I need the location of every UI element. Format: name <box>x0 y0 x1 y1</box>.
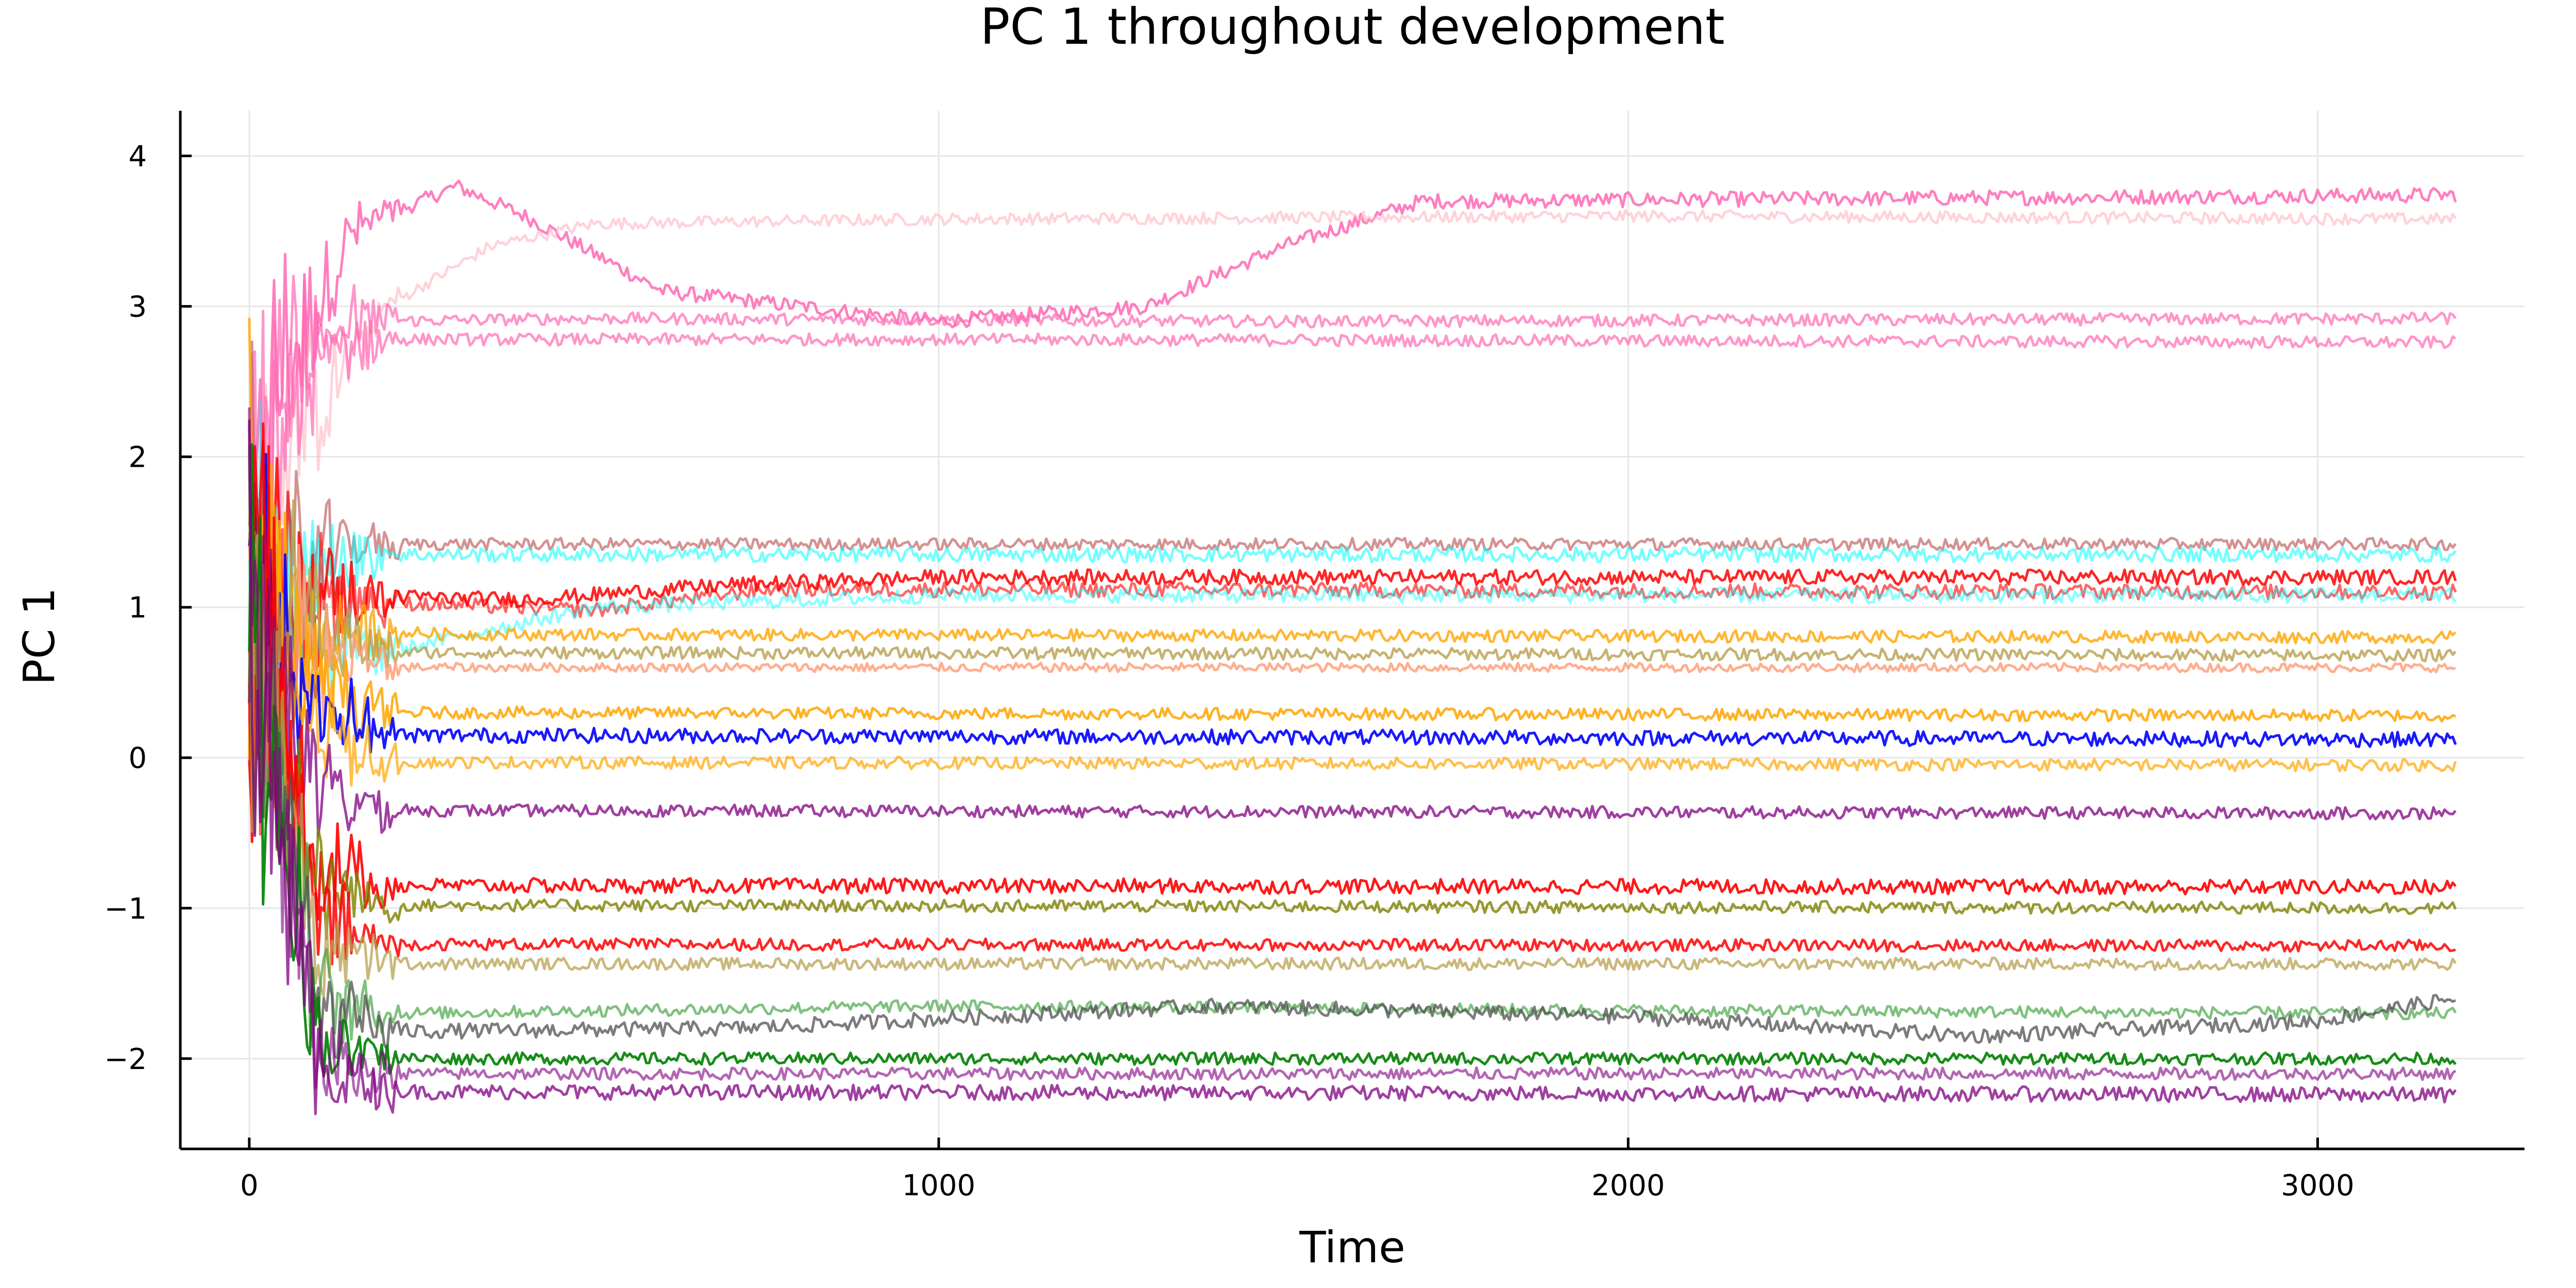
series-line <box>248 509 2457 752</box>
chart-title: PC 1 throughout development <box>980 0 1724 56</box>
series-line <box>248 422 2457 727</box>
x-tick-label: 3000 <box>2281 1169 2354 1202</box>
series-line <box>248 532 2456 769</box>
y-axis-label: PC 1 <box>14 587 64 685</box>
series-line <box>248 468 2457 809</box>
series-line <box>248 491 2457 836</box>
x-tick-label: 2000 <box>1591 1169 1665 1202</box>
grid <box>180 111 2524 1149</box>
series-line <box>248 445 2457 921</box>
series-line <box>248 453 2457 775</box>
series-line <box>248 419 2457 1115</box>
series-line <box>248 443 2457 1078</box>
y-tick-label: −1 <box>104 892 147 926</box>
y-tick-label: 2 <box>128 441 147 474</box>
series-line <box>248 445 2457 1048</box>
plot-area <box>248 179 2457 1115</box>
series-line <box>248 528 2457 940</box>
series-line <box>248 425 2457 998</box>
x-tick-label: 0 <box>240 1169 259 1202</box>
series-line <box>248 317 2456 819</box>
series-line <box>248 340 2457 761</box>
y-tick-label: −2 <box>104 1043 147 1076</box>
series-line <box>248 462 2457 787</box>
series-group <box>248 179 2457 1115</box>
axes: 0 1000 2000 3000 −2 −1 0 1 2 3 4 <box>104 111 2524 1202</box>
series-line <box>248 275 2457 755</box>
y-tick-label: 1 <box>128 591 147 625</box>
series-line <box>248 209 2457 702</box>
series-line <box>248 179 2457 705</box>
y-tick-label: 4 <box>128 140 147 174</box>
series-line <box>248 279 2456 726</box>
series-line <box>248 517 2456 1059</box>
y-tick-label: 0 <box>128 742 147 775</box>
series-line <box>248 439 2456 965</box>
series-line <box>248 407 2456 1097</box>
series-line <box>248 401 2457 773</box>
x-axis-label: Time <box>1299 1222 1405 1273</box>
x-tick-label: 1000 <box>902 1169 976 1202</box>
y-tick-label: 3 <box>128 291 147 324</box>
series-line <box>248 511 2456 758</box>
series-line <box>248 542 2457 838</box>
